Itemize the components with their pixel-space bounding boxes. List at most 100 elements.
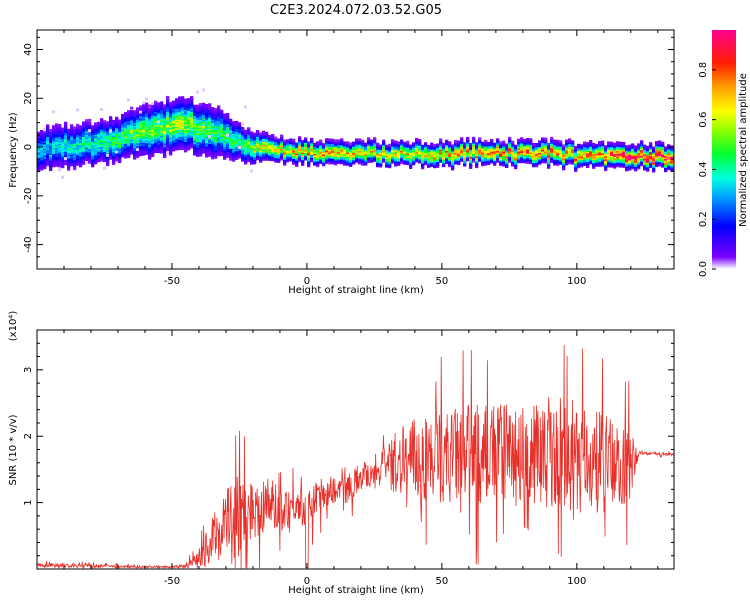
heatmap-cell — [181, 122, 185, 125]
heatmap-cell — [463, 145, 467, 148]
heatmap-cell — [157, 122, 161, 126]
heatmap-cell — [94, 125, 98, 128]
heatmap-cell — [304, 146, 308, 149]
heatmap-cell — [43, 147, 47, 151]
heatmap-cell — [646, 163, 650, 166]
heatmap-cell — [205, 118, 209, 122]
heatmap-cell — [589, 159, 593, 162]
heatmap-cell — [70, 138, 74, 142]
heatmap-cell — [55, 141, 59, 144]
heatmap-cell — [172, 144, 176, 147]
heatmap-cell — [337, 139, 341, 142]
heatmap-cell — [124, 112, 128, 115]
heatmap-cell — [583, 159, 587, 162]
heatmap-cell — [196, 150, 200, 153]
heatmap-cell — [100, 154, 104, 158]
heatmap-cell — [79, 139, 83, 143]
heatmap-cell — [499, 155, 503, 159]
heatmap-cell — [64, 121, 68, 125]
y-tick-label: 40 — [23, 43, 34, 56]
heatmap-cell — [265, 131, 269, 135]
heatmap-cell — [298, 143, 302, 147]
heatmap-cell — [562, 159, 566, 162]
heatmap-cell — [133, 123, 137, 126]
heatmap-cell — [661, 150, 665, 153]
heatmap-cell — [37, 165, 41, 168]
heatmap-cell — [403, 146, 407, 149]
heatmap-cell — [664, 166, 668, 170]
heatmap-cell — [223, 135, 227, 138]
heatmap-cell — [502, 140, 506, 144]
heatmap-cell — [157, 141, 161, 145]
heatmap-cell — [526, 139, 530, 142]
heatmap-cell — [154, 112, 158, 115]
heatmap-cell — [121, 124, 125, 127]
heatmap-cell — [91, 137, 95, 140]
heatmap-cell — [589, 148, 593, 152]
heatmap-cell — [337, 146, 341, 150]
heatmap-cell — [502, 158, 506, 161]
heatmap-cell — [49, 145, 53, 148]
heatmap-cell — [262, 155, 266, 159]
heatmap-cell — [439, 157, 443, 160]
heatmap-cell — [187, 125, 191, 129]
heatmap-cell — [637, 144, 641, 148]
heatmap-cell — [211, 155, 215, 158]
heatmap-cell — [631, 155, 635, 158]
heatmap-cell — [112, 142, 116, 145]
heatmap-cell — [43, 162, 47, 165]
heatmap-cell — [328, 154, 332, 157]
heatmap-cell — [166, 129, 170, 133]
heatmap-cell — [490, 149, 494, 152]
heatmap-cell — [217, 111, 221, 114]
heatmap-cell — [166, 136, 170, 140]
heatmap-cell — [76, 154, 80, 157]
heatmap-cell — [340, 153, 344, 156]
heatmap-cell — [238, 131, 242, 134]
heatmap-cell — [394, 162, 398, 166]
heatmap-cell — [211, 134, 215, 138]
heatmap-cell — [586, 145, 590, 148]
heatmap-cell — [160, 101, 164, 104]
heatmap-cell — [64, 143, 68, 147]
heatmap-cell — [172, 105, 176, 108]
heatmap-cell — [343, 160, 347, 163]
heatmap-cell — [124, 129, 128, 133]
heatmap-cell — [49, 168, 53, 171]
heatmap-cell — [136, 142, 140, 145]
heatmap-cell — [664, 146, 668, 149]
heatmap-cell — [118, 137, 122, 140]
heatmap-cell — [127, 116, 131, 119]
heatmap-cell — [238, 139, 242, 143]
heatmap-cell — [442, 155, 446, 159]
heatmap-cell — [94, 156, 98, 159]
heatmap-cell — [631, 158, 635, 161]
heatmap-cell — [82, 125, 86, 129]
heatmap-cell — [154, 113, 158, 117]
heatmap-cell — [544, 139, 548, 142]
heatmap-cell — [241, 131, 245, 134]
heatmap-cell — [490, 146, 494, 149]
heatmap-cell — [64, 136, 68, 139]
heatmap-cell — [115, 153, 119, 156]
heatmap-cell — [154, 131, 158, 134]
heatmap-cell — [409, 166, 413, 169]
heatmap-cell — [508, 139, 512, 143]
heatmap-cell — [433, 151, 437, 154]
heatmap-cell — [412, 161, 416, 164]
heatmap-cell — [664, 165, 668, 168]
heatmap-cell — [364, 145, 368, 148]
heatmap-cell — [247, 134, 251, 138]
heatmap-cell — [640, 141, 644, 145]
heatmap-cell — [637, 163, 641, 167]
heatmap-cell — [577, 151, 581, 154]
heatmap-cell — [316, 151, 320, 154]
heatmap-cell — [67, 128, 71, 132]
heatmap-cell — [100, 144, 104, 148]
heatmap-cell — [268, 142, 272, 145]
heatmap-cell — [442, 154, 446, 157]
heatmap-cell — [52, 141, 56, 144]
heatmap-cell — [496, 160, 500, 163]
heatmap-cell — [235, 154, 239, 157]
heatmap-cell — [115, 119, 119, 123]
